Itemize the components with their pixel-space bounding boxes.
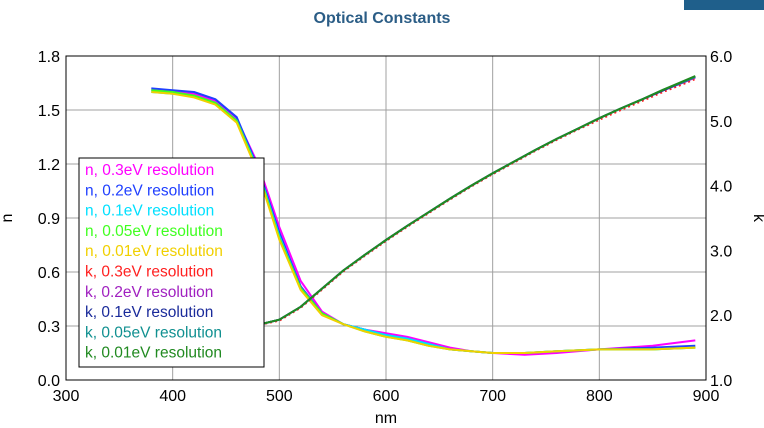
- legend: n, 0.3eV resolution n, 0.2eV resolution n,…: [78, 157, 265, 368]
- y-right-tick-label-6.0: 6.0: [710, 49, 732, 66]
- x-tick-label-500: 500: [266, 388, 293, 405]
- y-right-tick-label-2.0: 2.0: [710, 308, 732, 325]
- legend-entry-5: k, 0.3eV resolution: [85, 264, 213, 281]
- x-tick-label-800: 800: [586, 388, 613, 405]
- x-axis-label: nm: [375, 410, 397, 427]
- legend-entry-4: n, 0.01eV resolution: [85, 243, 223, 260]
- legend-entry-6: k, 0.2eV resolution: [85, 284, 213, 301]
- legend-entry-9: k, 0.01eV resolution: [85, 345, 222, 362]
- series-line-5: [215, 77, 696, 329]
- legend-entry-3: n, 0.05eV resolution: [85, 223, 223, 240]
- y-left-tick-label-1.5: 1.5: [38, 103, 60, 120]
- legend-entry-2: n, 0.1eV resolution: [85, 203, 214, 220]
- tick-labels: 300 400 500 600 700 800 900 0.0 0.3 0.6 0.9 1.2 1.5 1…: [38, 49, 733, 405]
- series-line-7: [215, 75, 696, 328]
- x-tick-label-700: 700: [479, 388, 506, 405]
- series-line-9: [215, 75, 696, 328]
- series-line-8: [215, 75, 696, 328]
- legend-box: [78, 157, 265, 368]
- legend-entry-7: k, 0.1eV resolution: [85, 304, 213, 321]
- legend-entry-0: n, 0.3eV resolution: [85, 162, 214, 179]
- legend-entry-8: k, 0.05eV resolution: [85, 324, 222, 341]
- y-left-tick-label-0.9: 0.9: [38, 211, 60, 228]
- y-left-tick-label-0.3: 0.3: [38, 319, 60, 336]
- chart-title: Optical Constants: [313, 10, 451, 27]
- x-tick-label-400: 400: [159, 388, 186, 405]
- y-left-tick-label-1.2: 1.2: [38, 157, 60, 174]
- y-right-axis-label: k: [750, 214, 764, 223]
- y-right-tick-label-3.0: 3.0: [710, 243, 732, 260]
- y-right-tick-label-5.0: 5.0: [710, 114, 732, 131]
- series-line-6: [215, 76, 696, 328]
- legend-entry-1: n, 0.2eV resolution: [85, 182, 214, 199]
- y-left-tick-label-0.0: 0.0: [38, 373, 60, 390]
- series-layer: [151, 75, 696, 356]
- x-tick-label-900: 900: [693, 388, 720, 405]
- series-line-4: [151, 91, 696, 354]
- y-left-axis-label: n: [0, 214, 16, 223]
- y-left-tick-label-1.8: 1.8: [38, 49, 60, 66]
- y-right-tick-label-4.0: 4.0: [710, 179, 732, 196]
- x-tick-label-600: 600: [373, 388, 400, 405]
- corner-accent-tab: [684, 0, 764, 10]
- x-tick-label-300: 300: [53, 388, 80, 405]
- y-right-tick-label-1.0: 1.0: [710, 373, 732, 390]
- y-left-tick-label-0.6: 0.6: [38, 265, 60, 282]
- plot-frame: [65, 55, 707, 381]
